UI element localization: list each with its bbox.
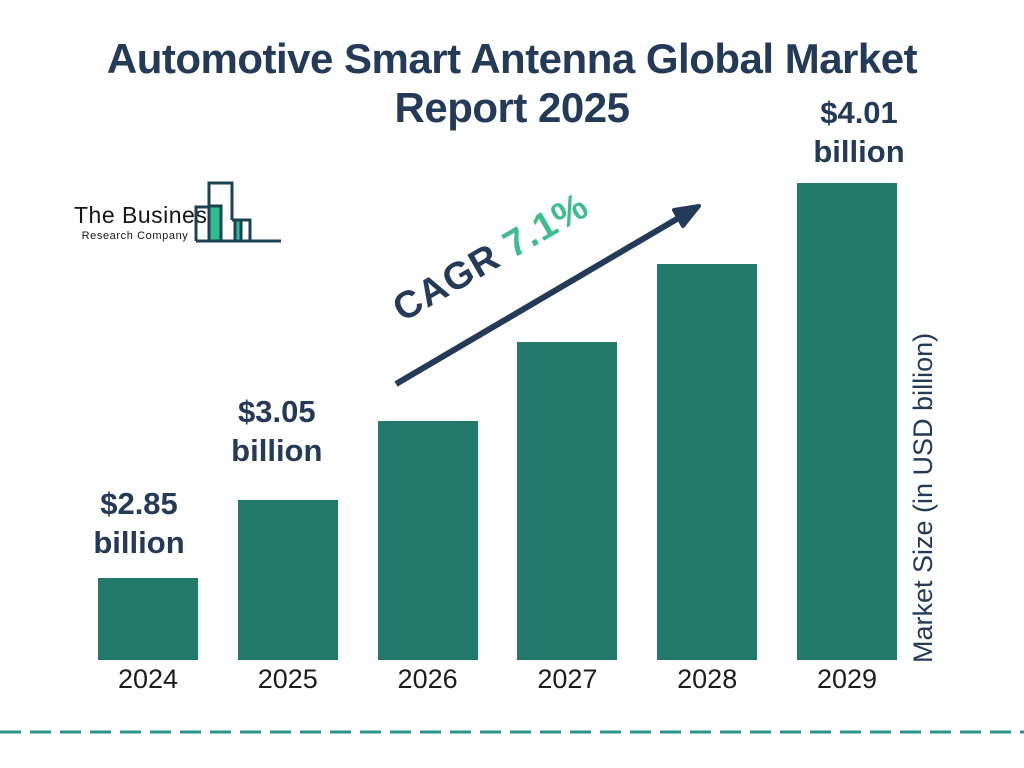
bar-2027 <box>517 342 618 660</box>
bar-2029 <box>797 183 897 660</box>
chart-title-line2: Report 2025 <box>394 84 630 131</box>
bottom-dashed-divider <box>0 730 1024 734</box>
x-tick-2026: 2026 <box>397 664 458 694</box>
company-logo: The Business Research Company <box>74 178 294 244</box>
value-label-2024: $2.85 billion <box>93 486 185 560</box>
bar-2025 <box>237 500 338 660</box>
chart-title-line1: Automotive Smart Antenna Global Market <box>106 35 918 82</box>
bar-2028 <box>657 264 758 660</box>
bar-2026 <box>377 421 478 660</box>
x-tick-2025: 2025 <box>257 664 318 694</box>
x-tick-2028: 2028 <box>677 664 738 694</box>
value-label-2029: $4.01 billion <box>813 95 905 169</box>
chart-title: Automotive Smart Antenna Global Market R… <box>0 34 1024 132</box>
x-tick-2027: 2027 <box>537 664 598 694</box>
bar-chart-logo-icon <box>194 181 281 243</box>
bar-2024 <box>98 578 198 660</box>
growth-arrow-icon <box>394 204 701 387</box>
x-tick-2029: 2029 <box>816 664 878 694</box>
logo-subname: Research Company <box>81 230 189 242</box>
value-label-2025: $3.05 billion <box>231 394 323 468</box>
y-axis-label: Market Size (in USD billion) <box>908 332 938 664</box>
x-tick-2024: 2024 <box>117 664 179 694</box>
